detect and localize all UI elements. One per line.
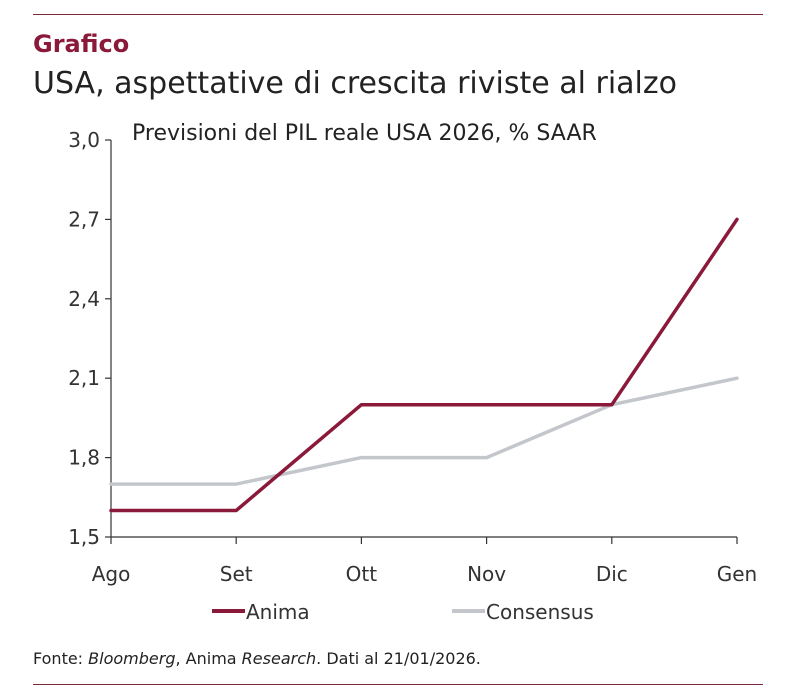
chart-title: Previsioni del PIL reale USA 2026, % SAA… xyxy=(132,121,597,146)
chart-series xyxy=(109,217,739,513)
y-tick-label: 3,0 xyxy=(68,128,100,152)
x-tick-label: Gen xyxy=(717,562,757,586)
y-tick-label: 2,1 xyxy=(68,366,100,390)
x-tick-label: Dic xyxy=(596,562,628,586)
series-line-consensus xyxy=(109,376,739,486)
y-tick-label: 2,4 xyxy=(68,287,100,311)
y-tick-label: 1,5 xyxy=(68,525,100,549)
source-note: Fonte: Bloomberg, Anima Research. Dati a… xyxy=(33,649,481,668)
page-title: USA, aspettative di crescita riviste al … xyxy=(33,66,677,101)
chart-legend: Anima Consensus xyxy=(212,600,594,624)
legend-label-consensus: Consensus xyxy=(486,600,594,624)
source-prefix: Fonte: xyxy=(33,649,89,668)
bottom-rule xyxy=(33,684,763,685)
series-line-anima xyxy=(109,217,739,513)
source-mid: , Anima xyxy=(175,649,242,668)
x-tick-label: Set xyxy=(220,562,253,586)
source-bloomberg: Bloomberg xyxy=(88,649,176,668)
figure-label: Grafico xyxy=(33,30,130,58)
x-tick-label: Ott xyxy=(346,562,378,586)
y-tick-label: 1,8 xyxy=(68,446,100,470)
y-tick-label: 2,7 xyxy=(68,207,100,231)
source-suffix: . Dati al 21/01/2026. xyxy=(316,649,481,668)
source-research: Research xyxy=(241,649,317,668)
x-tick-label: Nov xyxy=(467,562,506,586)
legend-label-anima: Anima xyxy=(246,600,310,624)
chart-axes: 1,5 1,8 2,1 2,4 2,7 3,0 Ago Set Ott Nov Dic Gen xyxy=(68,128,757,586)
top-rule xyxy=(33,14,763,15)
x-tick-label: Ago xyxy=(92,562,131,586)
